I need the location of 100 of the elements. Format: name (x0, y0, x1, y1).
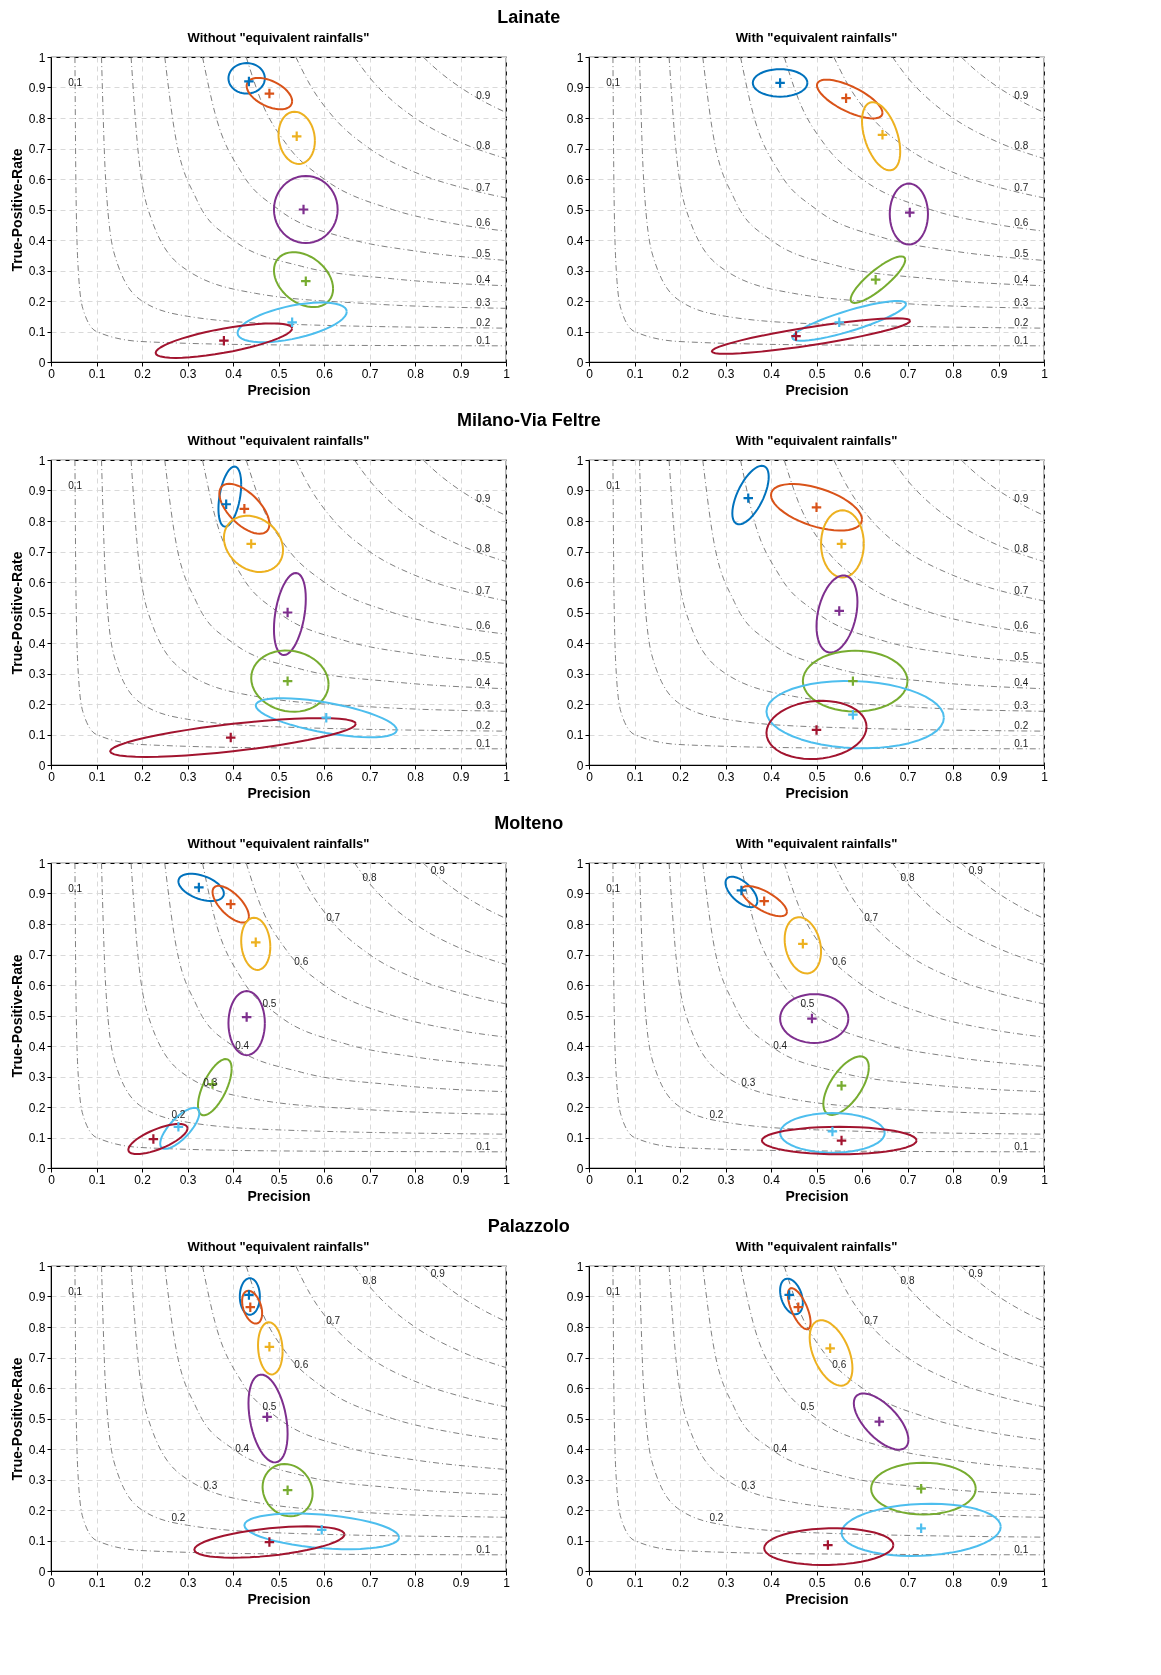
x-tick-label: 0.7 (899, 1172, 917, 1187)
annotation: 0.9 (968, 865, 984, 877)
y-tick-label: 0.8 (28, 1320, 46, 1335)
x-tick-label: 0.7 (899, 366, 917, 381)
y-tick-label: 1 (576, 856, 584, 871)
annotation: 0.5 (476, 650, 491, 662)
y-tick-label: 0.8 (566, 1320, 584, 1335)
x-tick-label: 0.5 (808, 1172, 826, 1187)
x-tick-label: 0.2 (672, 769, 690, 784)
annotation: 0.7 (1014, 585, 1029, 597)
annotation: 0.3 (741, 1479, 756, 1491)
y-tick-label: 0.6 (28, 978, 46, 993)
x-tick-label: 1 (1041, 769, 1049, 784)
x-tick-label: 0.1 (88, 1172, 106, 1187)
x-tick-label: 0.8 (945, 1575, 963, 1590)
chart-title: Milano-Via Feltre (456, 410, 601, 431)
annotation: 0.8 (476, 140, 491, 152)
annotation: 0.1 (476, 1140, 491, 1152)
line-series (783, 56, 1045, 232)
x-tick-label: 0.9 (990, 366, 1008, 381)
y-tick-label: 0.2 (28, 1503, 46, 1518)
chart-subtitle: With "equivalent rainfalls" (735, 433, 898, 448)
x-tick-label: 0.2 (672, 1575, 690, 1590)
point (147, 1133, 160, 1145)
y-tick-label: 0.4 (28, 636, 46, 651)
y-tick-label: 0.5 (28, 606, 46, 620)
chart-title: Lainate (497, 7, 561, 28)
line-series (891, 56, 1045, 160)
x-tick-label: 0.2 (672, 1172, 690, 1187)
x-tick-label: 0.9 (990, 1575, 1008, 1590)
y-tick-label: 0.5 (566, 606, 584, 620)
point (810, 724, 823, 736)
x-tick-label: 0 (586, 366, 594, 381)
y-tick-label: 1 (576, 453, 584, 468)
line-series (164, 1265, 507, 1496)
y-tick-label: 0.8 (566, 917, 584, 932)
x-tick-label: 0.6 (854, 366, 872, 381)
x-tick-label: 0.5 (270, 769, 288, 784)
x-tick-label: 0.9 (990, 769, 1008, 784)
line-series (891, 459, 1045, 563)
x-tick-label: 0.2 (134, 366, 152, 381)
annotation: 0.4 (1014, 273, 1029, 285)
annotation: 0.7 (326, 1314, 341, 1326)
y-tick-label: 0.2 (566, 1100, 584, 1115)
annotation: 0.9 (1014, 90, 1029, 102)
x-tick-label: 0.1 (626, 1172, 644, 1187)
y-tick-label: 1 (38, 50, 46, 65)
annotation: 0.8 (900, 1275, 915, 1287)
x-tick-label: 0.2 (134, 1172, 152, 1187)
x-tick-label: 0.4 (763, 366, 781, 381)
x-tick-label: 1 (503, 1575, 511, 1590)
y-tick-label: 0.3 (566, 1070, 584, 1084)
x-tick-label: 0.1 (626, 366, 644, 381)
line-series (783, 862, 1045, 1038)
point (774, 77, 786, 89)
annotation: 0.1 (68, 479, 83, 491)
y-tick-label: 0.4 (566, 1039, 584, 1054)
line-series (702, 459, 1045, 690)
line-series (245, 1265, 507, 1441)
line-series (295, 459, 507, 602)
line-series (164, 56, 507, 287)
y-tick-label: 0.4 (28, 1442, 46, 1457)
annotation: 0.5 (1014, 247, 1029, 259)
x-tick-label: 0.8 (945, 1172, 963, 1187)
y-tick-label: 0 (38, 758, 46, 773)
y-tick-label: 0.1 (566, 1131, 584, 1145)
y-tick-label: 0.5 (566, 203, 584, 217)
y-tick-label: 0 (576, 1564, 584, 1579)
x-tick-label: 0.7 (899, 1575, 917, 1590)
x-tick-label: 0.4 (763, 1172, 781, 1187)
line-series (891, 1265, 1045, 1369)
line-series (833, 56, 1045, 199)
y-tick-label: 0.9 (566, 484, 584, 498)
line-series (833, 1265, 1045, 1408)
y-tick-label: 0.1 (566, 1534, 584, 1548)
x-axis-title: Precision (785, 784, 849, 801)
annotation: 0.7 (476, 585, 491, 597)
x-tick-label: 0.9 (452, 1575, 470, 1590)
y-tick-label: 0.3 (566, 1473, 584, 1487)
y-tick-label: 0.6 (566, 575, 584, 590)
point (806, 1012, 818, 1025)
x-tick-label: 0.6 (854, 769, 872, 784)
line-series (353, 1265, 507, 1369)
x-tick-label: 0 (586, 769, 594, 784)
y-axis-title: True-Positive-Rate (8, 148, 25, 272)
annotation: 0.3 (1014, 699, 1029, 711)
point (826, 1125, 839, 1138)
chart-subtitle: Without "equivalent rainfalls" (187, 30, 370, 45)
annotation: 0.3 (476, 296, 491, 308)
annotation: 0.3 (203, 1479, 218, 1491)
annotation: 0.9 (968, 1268, 984, 1280)
y-tick-label: 0.7 (28, 1351, 46, 1365)
y-tick-label: 1 (38, 1259, 46, 1274)
y-tick-label: 1 (38, 453, 46, 468)
x-tick-label: 0.3 (717, 1575, 735, 1590)
annotation: 0.8 (1014, 140, 1029, 152)
chart-subtitle: Without "equivalent rainfalls" (187, 433, 370, 448)
line-series (245, 459, 507, 635)
y-tick-label: 0.7 (566, 142, 584, 156)
y-tick-label: 0.4 (28, 1039, 46, 1054)
